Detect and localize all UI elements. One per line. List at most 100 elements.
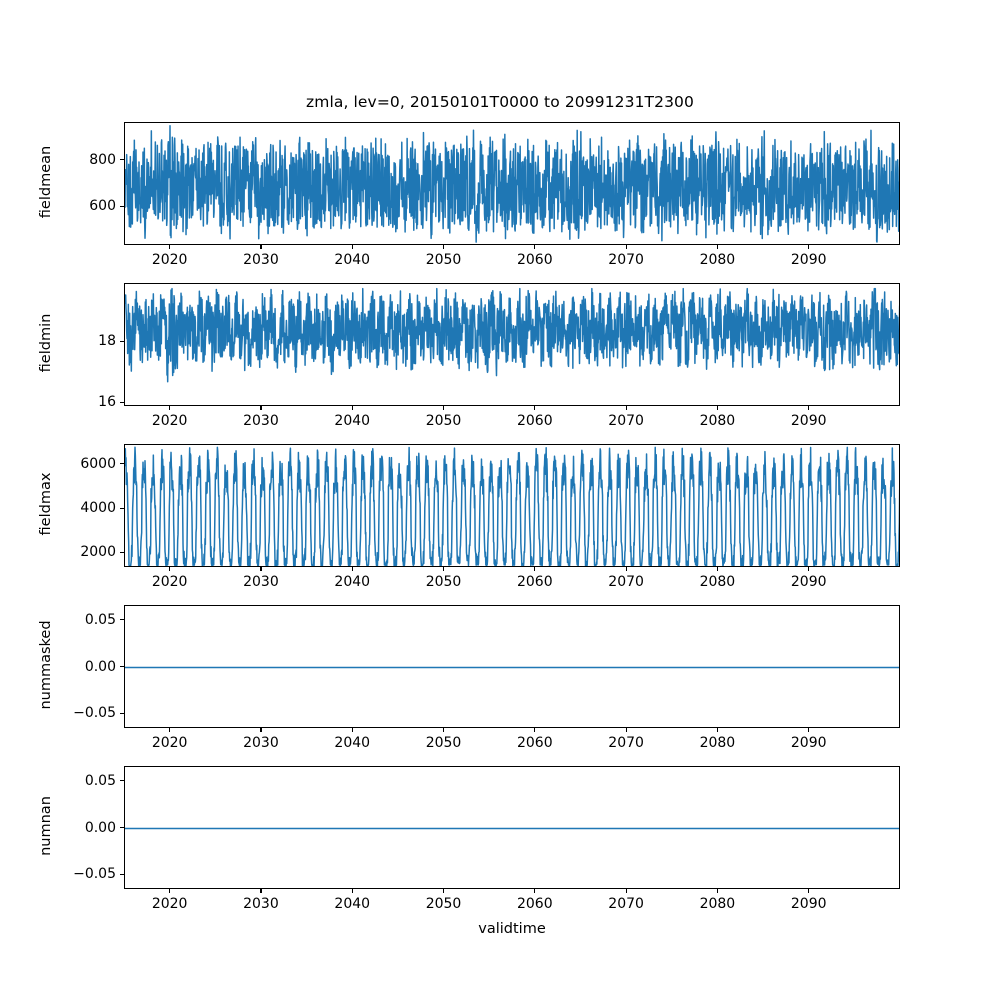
x-tick-label: 2050 [425,735,462,751]
x-tick-mark [260,245,262,249]
x-tick-label: 2080 [699,252,736,268]
x-tick-mark [260,889,262,893]
x-tick-mark [260,406,262,410]
subplot-fieldmin [124,283,900,406]
x-tick-mark [534,889,536,893]
x-tick-mark [169,889,171,893]
x-tick-mark [808,728,810,732]
x-tick-label: 2040 [334,735,371,751]
x-tick-label: 2050 [425,413,462,429]
x-tick-mark [625,245,627,249]
y-tick-mark [120,340,124,342]
x-tick-mark [808,889,810,893]
x-tick-label: 2050 [425,896,462,912]
y-tick-label: −0.05 [73,705,116,722]
x-tick-mark [716,567,718,571]
y-tick-mark [120,205,124,207]
x-tick-label: 2030 [243,735,279,751]
y-tick-mark [120,712,124,715]
y-tick-label: 0.00 [84,658,116,675]
y-tick-label: 0.00 [84,819,116,836]
x-tick-label: 2090 [790,896,827,912]
y-tick-label: 16 [98,394,116,411]
x-tick-mark [351,889,353,893]
x-tick-label: 2030 [243,413,279,429]
y-tick-mark [120,666,124,668]
x-tick-label: 2020 [151,252,188,268]
x-tick-mark [625,567,627,571]
x-tick-mark [351,728,353,732]
x-tick-mark [443,567,445,571]
y-tick-mark [120,873,124,876]
x-tick-label: 2040 [334,574,371,590]
y-tick-mark [120,551,124,553]
x-tick-label: 2040 [334,413,371,429]
x-tick-label: 2060 [516,252,553,268]
x-tick-mark [351,567,353,571]
x-tick-label: 2070 [608,252,644,268]
x-tick-label: 2070 [608,896,644,912]
x-tick-mark [625,728,627,732]
x-tick-label: 2080 [699,413,736,429]
y-axis-label-fieldmean: fieldmean [38,145,54,218]
x-tick-mark [260,728,262,732]
y-axis-label-nummasked: nummasked [38,619,54,710]
x-tick-label: 2080 [699,735,736,751]
x-tick-mark [443,728,445,732]
x-tick-mark [716,728,718,732]
x-tick-label: 2090 [790,735,827,751]
x-tick-mark [716,889,718,893]
x-tick-label: 2060 [516,896,553,912]
x-tick-label: 2080 [699,574,736,590]
y-tick-label: −0.05 [73,866,116,883]
plot-line-numnan [125,767,899,888]
x-tick-mark [534,728,536,732]
x-tick-mark [808,567,810,571]
x-tick-label: 2020 [151,896,188,912]
x-tick-mark [260,567,262,571]
y-axis-label-numnan: numnan [38,795,54,856]
x-tick-mark [443,245,445,249]
x-tick-label: 2020 [151,413,188,429]
x-tick-label: 2040 [334,896,371,912]
x-tick-mark [534,406,536,410]
plot-line-nummasked [125,606,899,727]
x-tick-mark [808,245,810,249]
x-tick-mark [534,567,536,571]
subplot-fieldmax [124,444,900,567]
y-tick-mark [120,827,124,829]
subplot-nummasked [124,605,900,728]
x-tick-label: 2020 [151,735,188,751]
x-tick-label: 2030 [243,896,279,912]
x-tick-label: 2040 [334,252,371,268]
y-tick-label: 6000 [80,455,116,472]
x-tick-mark [716,406,718,410]
x-tick-mark [169,728,171,732]
x-tick-mark [169,567,171,571]
x-tick-mark [716,245,718,249]
x-tick-mark [808,406,810,410]
x-tick-label: 2060 [516,574,553,590]
x-tick-label: 2050 [425,574,462,590]
subplot-fieldmean [124,122,900,245]
y-axis-label-fieldmax: fieldmax [38,472,54,535]
x-tick-label: 2060 [516,735,553,751]
x-tick-label: 2090 [790,413,827,429]
y-axis-label-fieldmin: fieldmin [38,313,54,372]
x-tick-label: 2050 [425,252,462,268]
x-tick-mark [625,889,627,893]
x-tick-label: 2090 [790,574,827,590]
plot-line-fieldmin [125,284,899,405]
y-tick-mark [120,463,124,465]
y-tick-label: 2000 [80,544,116,561]
plot-line-fieldmean [125,123,899,244]
x-tick-mark [169,245,171,249]
y-tick-label: 4000 [80,500,116,517]
y-tick-mark [120,780,124,782]
x-tick-mark [534,245,536,249]
y-tick-mark [120,159,124,161]
x-axis-label: validtime [478,921,546,937]
x-tick-label: 2020 [151,574,188,590]
x-tick-mark [443,406,445,410]
